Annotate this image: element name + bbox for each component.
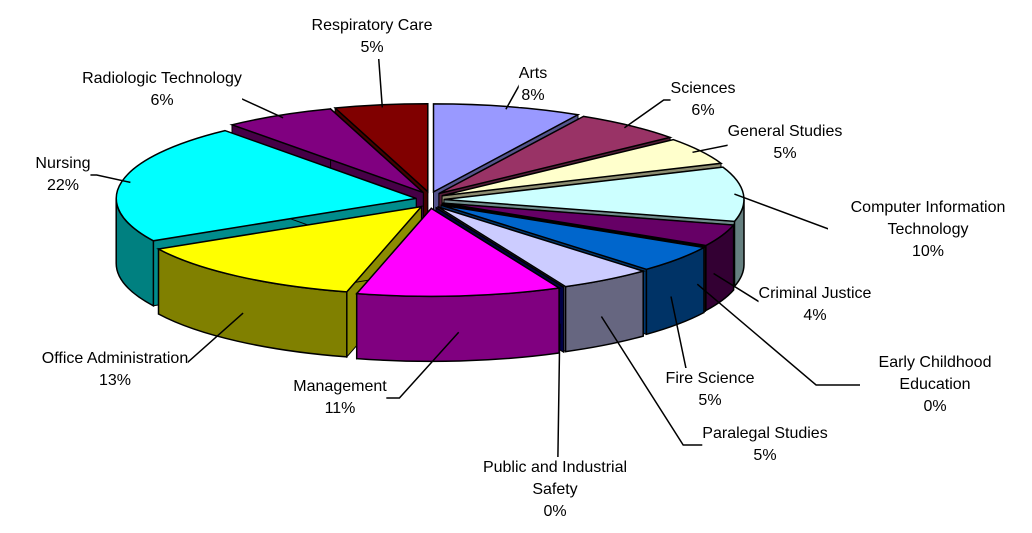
value-label: 13%: [98, 372, 132, 389]
slice-top: [443, 166, 745, 223]
value-label: 10%: [911, 243, 945, 260]
slice-label: Fire Science 5%: [665, 368, 755, 412]
category-name: Public and Industrial Safety: [482, 459, 628, 498]
value-label: 0%: [543, 503, 567, 520]
slice-top: [115, 129, 417, 242]
category-name: Criminal Justice: [758, 285, 872, 302]
value-label: 22%: [46, 177, 80, 194]
value-label: 8%: [521, 87, 545, 104]
value-label: 5%: [773, 145, 797, 162]
category-name: Paralegal Studies: [702, 425, 828, 442]
value-label: 4%: [803, 307, 827, 324]
value-label: 5%: [753, 447, 777, 464]
category-name: Nursing: [35, 155, 91, 172]
category-name: Arts: [518, 65, 548, 82]
slice-label: Public and Industrial Safety 0%: [465, 457, 645, 523]
category-name: Respiratory Care: [311, 17, 433, 34]
slice-label: Criminal Justice 4%: [758, 283, 872, 327]
slice-label: Radiologic Technology 6%: [82, 68, 242, 112]
slice-label: Paralegal Studies 5%: [702, 423, 828, 467]
value-label: 0%: [923, 398, 947, 415]
slice-label: Office Administration 13%: [41, 348, 189, 392]
slice-label: Respiratory Care 5%: [311, 15, 433, 59]
value-label: 6%: [150, 92, 174, 109]
slice-top: [442, 203, 706, 248]
category-name: Office Administration: [41, 350, 189, 367]
slice-top: [355, 207, 562, 298]
category-name: General Studies: [727, 123, 843, 140]
slice-label: Computer Information Technology 10%: [828, 197, 1028, 263]
slice-label: Early Childhood Education 0%: [860, 352, 1010, 418]
slice-side: [355, 287, 560, 363]
slice-label: Management 11%: [293, 376, 387, 420]
value-label: 5%: [360, 39, 384, 56]
slice-label: Arts 8%: [518, 63, 548, 107]
category-name: Computer Information Technology: [850, 199, 1006, 238]
slice-top: [333, 102, 429, 194]
value-label: 11%: [324, 400, 356, 417]
slice-label: Nursing 22%: [35, 153, 91, 197]
slice-top: [435, 206, 565, 288]
value-label: 6%: [691, 102, 715, 119]
slice-label: Sciences 6%: [670, 78, 736, 122]
slice-label: General Studies 5%: [727, 121, 843, 165]
category-name: Management: [293, 378, 387, 395]
slice-top: [156, 205, 424, 293]
category-name: Early Childhood Education: [878, 354, 992, 393]
category-name: Fire Science: [665, 370, 755, 387]
slice-top: [437, 206, 646, 288]
slice-top: [438, 115, 673, 195]
category-name: Radiologic Technology: [82, 70, 242, 87]
value-label: 5%: [698, 392, 722, 409]
category-name: Sciences: [670, 80, 736, 97]
slice-top: [440, 204, 707, 271]
slice-top: [442, 202, 736, 247]
